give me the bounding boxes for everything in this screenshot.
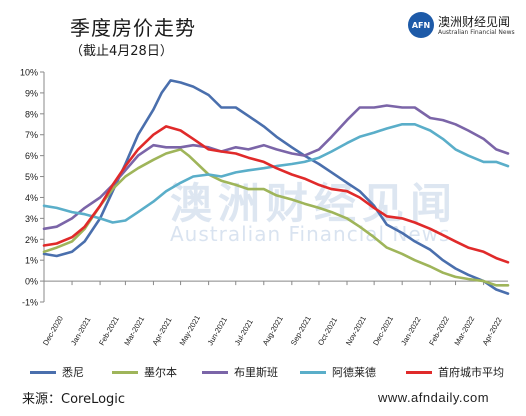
x-tick-label: Dec-2020: [41, 314, 65, 347]
x-tick-label: Aug-2021: [261, 314, 285, 347]
legend-swatch: [406, 370, 432, 374]
y-tick-label: 5%: [25, 172, 38, 182]
legend-item: 悉尼: [30, 364, 84, 380]
website-url: www.afndaily.com: [378, 390, 490, 405]
series-line-2: [42, 148, 510, 287]
legend-item: 墨尔本: [112, 364, 177, 380]
series-line-5: [42, 125, 510, 264]
y-tick-label: -1%: [22, 298, 38, 308]
y-tick-label: 3%: [25, 214, 38, 224]
y-tick-label: 7%: [25, 130, 38, 140]
legend-item: 布里斯班: [202, 364, 278, 380]
legend-label: 悉尼: [62, 366, 84, 379]
series-line-4: [42, 123, 510, 224]
x-tick-label: Mar-2022: [452, 315, 476, 347]
legend-swatch: [30, 370, 56, 374]
x-tick-label: Dec-2021: [371, 314, 395, 347]
y-tick-label: 6%: [25, 151, 38, 161]
y-tick-label: 10%: [20, 68, 38, 78]
y-tick-label: 1%: [25, 256, 38, 266]
y-tick-label: 4%: [25, 193, 38, 203]
legend-label: 首府城市平均: [438, 366, 504, 379]
chart-axes: -1%0%1%2%3%4%5%6%7%8%9%10%Dec-2020 Jan-20…: [20, 68, 508, 347]
chart-legend: 悉尼 墨尔本 布里斯班 阿德莱德 首府城市平均: [0, 364, 526, 380]
legend-swatch: [300, 370, 326, 374]
x-tick-label: Feb-2021: [97, 315, 121, 347]
x-tick-label: Jan-2021: [69, 315, 92, 347]
logo-mark-icon: AFN: [408, 12, 434, 38]
x-tick-label: Oct-2021: [316, 316, 339, 347]
legend-swatch: [202, 370, 228, 374]
y-tick-label: 2%: [25, 235, 38, 245]
y-tick-label: 0%: [25, 277, 38, 287]
source-note: 来源：CoreLogic: [22, 392, 126, 407]
legend-item: 首府城市平均: [406, 364, 504, 380]
x-tick-label: Jul-2021: [233, 318, 255, 347]
chart-series: [42, 79, 510, 295]
chart-title: 季度房价走势: [70, 16, 196, 40]
logo-name-en: Australian Financial News: [438, 29, 515, 36]
x-tick-label: Jan-2022: [399, 315, 422, 347]
legend-label: 墨尔本: [144, 366, 177, 379]
legend-swatch: [112, 370, 138, 374]
y-tick-label: 9%: [25, 88, 38, 98]
x-tick-label: Jun-2021: [206, 315, 229, 347]
x-tick-label: Mar-2021: [122, 315, 146, 347]
legend-item: 阿德莱德: [300, 364, 376, 380]
x-tick-label: Sep-2021: [289, 314, 313, 347]
brand-logo: AFN 澳洲财经见闻 Australian Financial News: [408, 12, 520, 40]
y-tick-label: 8%: [25, 109, 38, 119]
x-tick-label: May-2021: [178, 314, 202, 347]
x-tick-label: Feb-2022: [427, 315, 451, 347]
chart-subtitle: （截止4月28日）: [70, 44, 173, 59]
logo-name-cn: 澳洲财经见闻: [438, 15, 511, 29]
series-line-3: [42, 104, 510, 231]
x-tick-label: Apr-2021: [150, 316, 173, 347]
x-tick-label: Nov-2021: [344, 314, 368, 347]
legend-label: 布里斯班: [234, 366, 278, 379]
x-tick-label: Apr-2022: [481, 316, 504, 347]
legend-label: 阿德莱德: [332, 366, 376, 379]
